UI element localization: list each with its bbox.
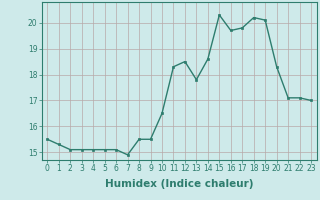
X-axis label: Humidex (Indice chaleur): Humidex (Indice chaleur) <box>105 179 253 189</box>
